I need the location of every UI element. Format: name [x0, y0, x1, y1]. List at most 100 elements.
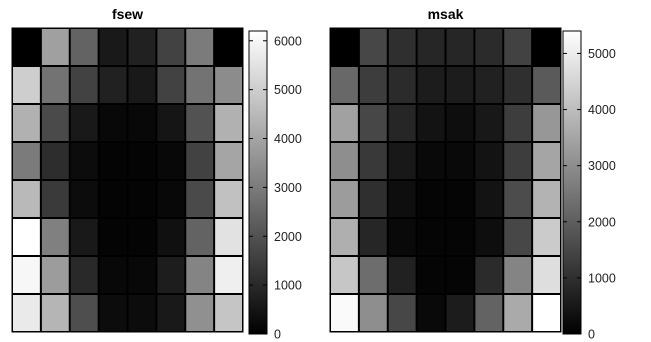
msak-heatmap-cell [533, 29, 561, 65]
msak-heatmap-frame [329, 27, 562, 333]
msak-heatmap-cell [533, 219, 561, 255]
msak-heatmap-cell [388, 257, 416, 293]
fsew-colorbar-tick-label: 0 [274, 328, 281, 342]
msak-heatmap-cell [331, 181, 358, 217]
fsew-heatmap-cell [13, 105, 40, 141]
msak-heatmap-cell [417, 295, 445, 331]
msak-heatmap-cell [446, 219, 474, 255]
msak-heatmap-cell [417, 257, 445, 293]
msak-heatmap-cell [533, 295, 561, 331]
fsew-heatmap-cell [128, 143, 156, 179]
fsew-heatmap-cell [70, 67, 98, 103]
fsew-colorbar-tick-label: 1000 [274, 279, 302, 293]
fsew-heatmap-cell [186, 257, 214, 293]
msak-heatmap-cell [446, 257, 474, 293]
fsew-heatmap-cell [70, 257, 98, 293]
fsew-heatmap-cell [128, 295, 156, 331]
msak-heatmap-cell [388, 105, 416, 141]
fsew-heatmap-cell [99, 219, 127, 255]
fsew-heatmap-cell [70, 105, 98, 141]
fsew-title: fsew [112, 6, 143, 22]
msak-heatmap-cell [359, 219, 387, 255]
fsew-heatmap-cell [157, 105, 185, 141]
msak-heatmap-cell [475, 29, 503, 65]
fsew-heatmap-cell [128, 219, 156, 255]
fsew-heatmap-cell [186, 29, 214, 65]
fsew-heatmap-cell [13, 29, 40, 65]
msak-heatmap-cell [417, 219, 445, 255]
msak-heatmap-cell [475, 257, 503, 293]
fsew-heatmap-cell [70, 181, 98, 217]
msak-heatmap-cell [417, 67, 445, 103]
msak-heatmap-cell [533, 67, 561, 103]
fsew-heatmap-cell [41, 143, 69, 179]
fsew-heatmap-cell [70, 143, 98, 179]
msak-colorbar-tick-label: 3000 [588, 159, 616, 173]
msak-heatmap-cell [331, 29, 358, 65]
fsew-heatmap-cell [41, 295, 69, 331]
fsew-colorbar-tick-label: 4000 [274, 132, 302, 146]
msak-heatmap-cell [331, 105, 358, 141]
fsew-heatmap-cell [186, 219, 214, 255]
fsew-heatmap-cell [186, 295, 214, 331]
msak-panel: msak 0 1000 2000 3000 4000 5000 [329, 6, 616, 342]
msak-heatmap-cell [446, 143, 474, 179]
msak-heatmap-cell [446, 295, 474, 331]
fsew-heatmap-cell [70, 219, 98, 255]
msak-heatmap-cell [446, 181, 474, 217]
fsew-heatmap-frame [11, 27, 244, 333]
msak-heatmap-cell [359, 143, 387, 179]
fsew-heatmap-cell [215, 257, 243, 293]
fsew-colorbar-tick-label: 6000 [274, 34, 302, 48]
fsew-heatmap-cell [215, 181, 243, 217]
fsew-heatmap-cell [128, 105, 156, 141]
fsew-heatmap-cell [99, 295, 127, 331]
msak-title: msak [428, 6, 464, 22]
msak-heatmap-cell [388, 67, 416, 103]
msak-heatmap-cell [504, 295, 532, 331]
msak-heatmap-cell [446, 67, 474, 103]
msak-heatmap-cell [359, 105, 387, 141]
fsew-heatmap-cell [41, 219, 69, 255]
msak-heatmap-cell [359, 257, 387, 293]
fsew-heatmap-cell [13, 181, 40, 217]
fsew-heatmap-cell [13, 219, 40, 255]
fsew-heatmap-cell [13, 295, 40, 331]
msak-heatmap-cell [504, 219, 532, 255]
msak-heatmap-cell [417, 181, 445, 217]
fsew-heatmap-cell [41, 29, 69, 65]
fsew-heatmap-cell [157, 67, 185, 103]
fsew-panel: fsew 0 1000 2000 3000 4000 5000 6000 [11, 6, 302, 342]
msak-colorbar: 0 1000 2000 3000 4000 5000 [562, 30, 616, 342]
fsew-heatmap-cell [13, 143, 40, 179]
fsew-heatmap-cell [41, 257, 69, 293]
msak-heatmap-cell [475, 295, 503, 331]
msak-heatmap-cell [331, 257, 358, 293]
fsew-heatmap-cell [13, 257, 40, 293]
msak-heatmap-cell [446, 29, 474, 65]
msak-heatmap-cell [417, 105, 445, 141]
msak-heatmap-cell [331, 219, 358, 255]
fsew-heatmap-cell [157, 29, 185, 65]
msak-heatmap-cell [331, 143, 358, 179]
fsew-heatmap-cell [41, 67, 69, 103]
fsew-heatmap-cell [157, 219, 185, 255]
msak-heatmap-cell [533, 143, 561, 179]
msak-colorbar-tick-label: 0 [588, 328, 595, 342]
fsew-heatmap-cell [99, 257, 127, 293]
fsew-heatmap-cell [157, 143, 185, 179]
fsew-heatmap-cell [70, 29, 98, 65]
fsew-heatmap-cells [12, 28, 243, 332]
msak-heatmap-cell [359, 295, 387, 331]
msak-heatmap-cell [504, 105, 532, 141]
msak-heatmap-cell [388, 219, 416, 255]
msak-heatmap-cell [417, 143, 445, 179]
fsew-colorbar-tick-label: 3000 [274, 181, 302, 195]
msak-heatmap-cell [388, 181, 416, 217]
fsew-heatmap-cell [215, 143, 243, 179]
fsew-heatmap-cell [99, 29, 127, 65]
msak-heatmap-cell [359, 181, 387, 217]
fsew-heatmap-cell [186, 181, 214, 217]
msak-heatmap-cell [446, 105, 474, 141]
msak-heatmap-cell [475, 67, 503, 103]
